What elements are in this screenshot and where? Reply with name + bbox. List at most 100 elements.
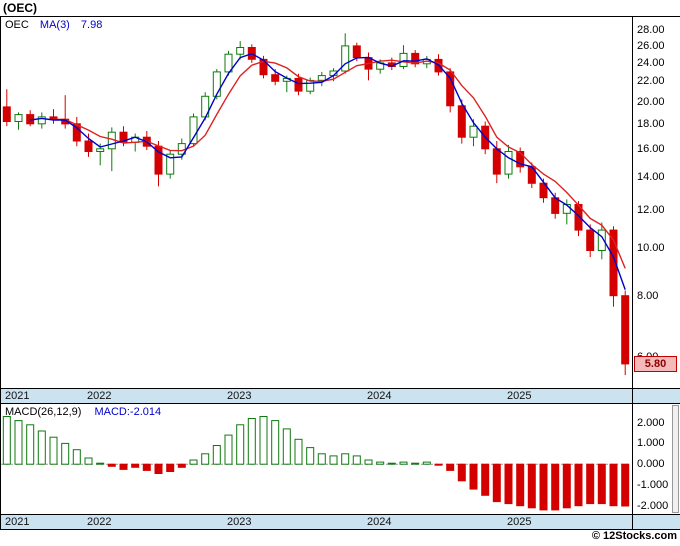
macd-bar[interactable]	[504, 463, 513, 505]
macd-bar[interactable]	[2, 416, 11, 465]
price-axis-tick: 22.00	[637, 75, 665, 87]
candle[interactable]	[352, 45, 361, 59]
macd-bar[interactable]	[621, 463, 630, 507]
macd-bar[interactable]	[14, 420, 23, 465]
candle[interactable]	[189, 116, 198, 145]
candle[interactable]	[457, 105, 466, 138]
candle[interactable]	[72, 123, 81, 142]
candle[interactable]	[516, 151, 525, 168]
macd-bar[interactable]	[49, 436, 58, 465]
macd-bar[interactable]	[597, 463, 606, 505]
year-tick-label: 2022	[87, 516, 112, 528]
macd-bar[interactable]	[446, 463, 455, 471]
macd-bar[interactable]	[224, 434, 233, 465]
macd-bar[interactable]	[574, 463, 583, 507]
candle[interactable]	[492, 148, 501, 175]
macd-bar[interactable]	[131, 463, 140, 468]
macd-bar[interactable]	[399, 461, 408, 465]
candle[interactable]	[597, 229, 606, 252]
macd-bar[interactable]	[96, 462, 105, 465]
macd-bar[interactable]	[364, 459, 373, 465]
macd-bar[interactable]	[457, 463, 466, 482]
macd-bar[interactable]	[492, 463, 501, 503]
macd-bar[interactable]	[212, 445, 221, 465]
candle[interactable]	[609, 229, 618, 297]
candle[interactable]	[14, 114, 23, 122]
macd-bar[interactable]	[434, 463, 443, 466]
macd-axis: 2.000 1.000 0.000 -1.000 -2.000	[637, 404, 680, 514]
candlestick-canvas[interactable]	[1, 17, 631, 387]
macd-bar[interactable]	[609, 463, 618, 507]
macd-bar[interactable]	[259, 416, 268, 465]
candle[interactable]	[341, 45, 350, 72]
macd-bar[interactable]	[201, 453, 210, 465]
macd-bar[interactable]	[107, 463, 116, 467]
macd-bar[interactable]	[61, 442, 70, 465]
candle[interactable]	[621, 295, 630, 365]
macd-bar[interactable]	[306, 447, 315, 465]
macd-bar[interactable]	[142, 463, 151, 471]
macd-bar[interactable]	[411, 462, 420, 465]
macd-bar[interactable]	[469, 463, 478, 490]
macd-bar[interactable]	[539, 463, 548, 511]
ma-line	[53, 59, 626, 269]
macd-bar[interactable]	[341, 453, 350, 465]
macd-bar[interactable]	[271, 420, 280, 465]
macd-bar[interactable]	[352, 455, 361, 465]
candle[interactable]	[399, 52, 408, 68]
macd-bar[interactable]	[189, 459, 198, 465]
macd-bar[interactable]	[317, 453, 326, 465]
macd-canvas[interactable]	[1, 404, 631, 514]
macd-bar[interactable]	[481, 463, 490, 496]
candle[interactable]	[317, 75, 326, 81]
candle[interactable]	[84, 140, 93, 152]
macd-bar[interactable]	[376, 461, 385, 465]
candle[interactable]	[446, 71, 455, 107]
candle[interactable]	[119, 131, 128, 143]
macd-bar[interactable]	[119, 463, 128, 470]
candle[interactable]	[212, 71, 221, 97]
panel-scrollbar[interactable]	[672, 405, 679, 513]
candle[interactable]	[504, 151, 513, 175]
macd-panel[interactable]: MACD(26,12,9) MACD:-2.014	[0, 404, 632, 514]
price-chart-panel[interactable]: OEC MA(3) 7.98	[0, 17, 632, 388]
candle[interactable]	[469, 125, 478, 138]
macd-bar[interactable]	[282, 428, 291, 465]
macd-bar[interactable]	[247, 418, 256, 465]
candle[interactable]	[224, 53, 233, 73]
macd-bar[interactable]	[154, 463, 163, 475]
price-axis: 28.00 26.00 24.00 22.00 20.00 18.00 16.00 14.00…	[637, 17, 680, 388]
macd-bar[interactable]	[294, 438, 303, 465]
macd-bar[interactable]	[37, 430, 46, 465]
macd-bar[interactable]	[387, 462, 396, 465]
macd-bar[interactable]	[177, 463, 186, 468]
macd-bar[interactable]	[527, 463, 536, 509]
macd-bar[interactable]	[329, 455, 338, 465]
macd-bar[interactable]	[166, 463, 175, 473]
candle[interactable]	[96, 148, 105, 153]
macd-axis-tick: 1.000	[637, 437, 665, 449]
macd-bar[interactable]	[551, 463, 560, 511]
macd-bar[interactable]	[586, 463, 595, 505]
year-tick-label: 2023	[227, 516, 252, 528]
macd-bar[interactable]	[236, 424, 245, 465]
macd-bar[interactable]	[72, 449, 81, 465]
candle[interactable]	[271, 74, 280, 82]
candle[interactable]	[236, 47, 245, 55]
macd-bar[interactable]	[84, 457, 93, 465]
candle[interactable]	[306, 79, 315, 92]
candle[interactable]	[166, 153, 175, 175]
price-axis-tick: 16.00	[637, 143, 665, 155]
candle[interactable]	[294, 77, 303, 92]
macd-bar[interactable]	[26, 424, 35, 465]
macd-bar[interactable]	[516, 463, 525, 507]
price-axis-tick: 12.00	[637, 204, 665, 216]
candle[interactable]	[586, 229, 595, 252]
candle[interactable]	[37, 116, 46, 125]
macd-bar[interactable]	[422, 461, 431, 465]
candle[interactable]	[2, 106, 11, 123]
macd-bar[interactable]	[562, 463, 571, 509]
price-axis-tick: 24.00	[637, 57, 665, 69]
macd-value-label: MACD:-2.014	[94, 406, 162, 418]
ma-label: MA(3)	[39, 19, 70, 31]
